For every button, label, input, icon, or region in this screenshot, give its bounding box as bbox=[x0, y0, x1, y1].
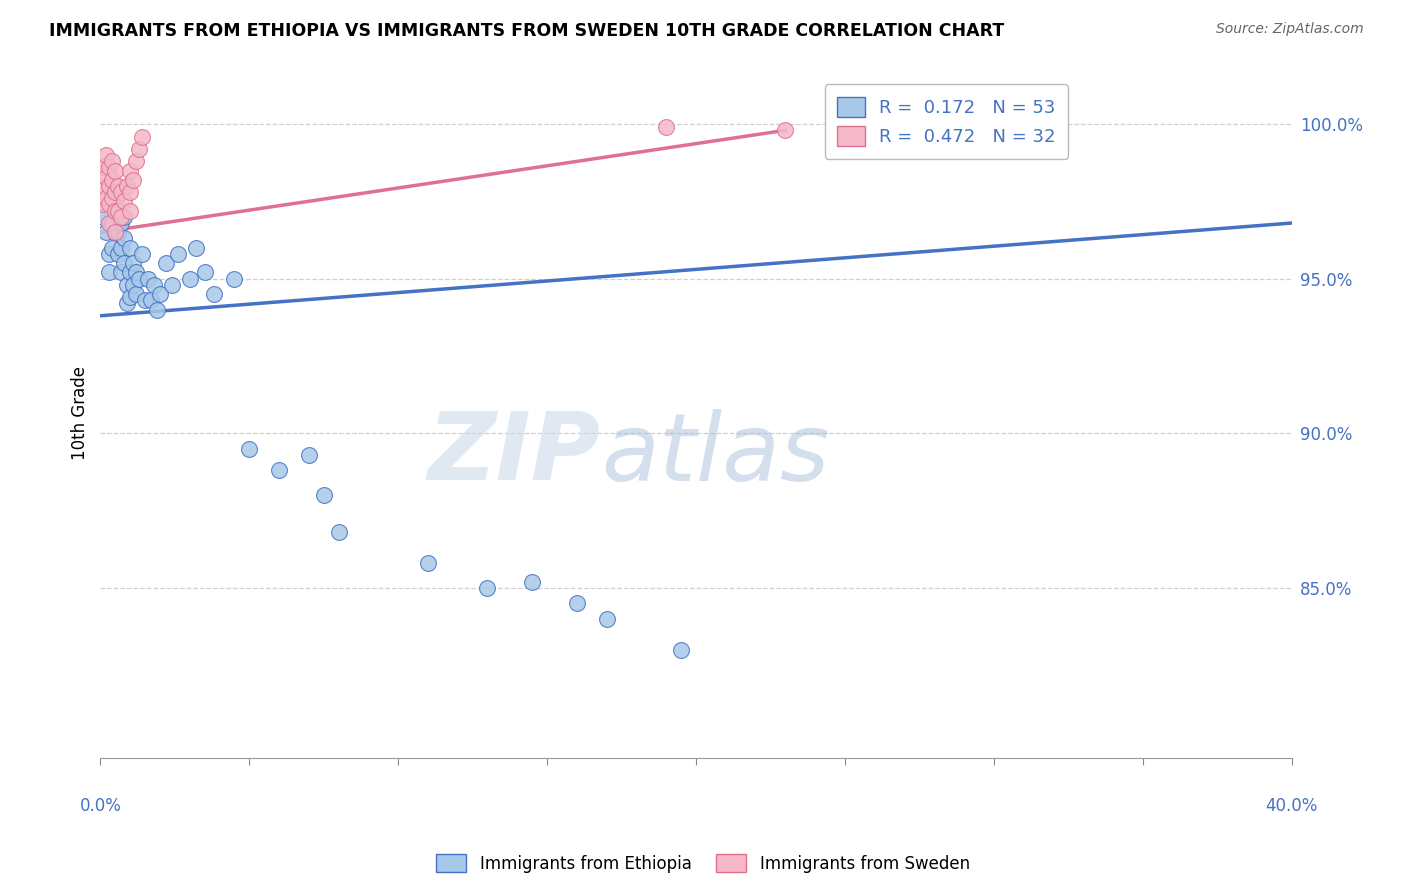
Point bbox=[595, 612, 617, 626]
Legend: R =  0.172   N = 53, R =  0.472   N = 32: R = 0.172 N = 53, R = 0.472 N = 32 bbox=[825, 85, 1069, 159]
Point bbox=[91, 210, 114, 224]
Point bbox=[91, 178, 114, 193]
Point bbox=[98, 247, 121, 261]
Point bbox=[122, 277, 145, 292]
Point bbox=[184, 241, 207, 255]
Point bbox=[120, 265, 142, 279]
Point bbox=[104, 225, 127, 239]
Point bbox=[194, 265, 217, 279]
Point bbox=[122, 256, 145, 270]
Point bbox=[565, 596, 588, 610]
Point bbox=[91, 161, 114, 175]
Point bbox=[110, 185, 132, 199]
Point bbox=[125, 265, 148, 279]
Point bbox=[146, 302, 169, 317]
Point bbox=[98, 216, 121, 230]
Point bbox=[142, 277, 165, 292]
Point bbox=[128, 142, 150, 156]
Point bbox=[120, 163, 142, 178]
Text: 0.0%: 0.0% bbox=[79, 797, 121, 814]
Point bbox=[101, 216, 124, 230]
Point bbox=[98, 197, 121, 211]
Point bbox=[128, 271, 150, 285]
Point bbox=[104, 185, 127, 199]
Point bbox=[120, 185, 142, 199]
Point bbox=[96, 191, 118, 205]
Point bbox=[104, 194, 127, 209]
Point bbox=[149, 287, 172, 301]
Point bbox=[120, 203, 142, 218]
Point bbox=[98, 265, 121, 279]
Point bbox=[131, 247, 153, 261]
Point bbox=[202, 287, 225, 301]
Point bbox=[139, 293, 162, 308]
Point bbox=[416, 556, 439, 570]
Point bbox=[104, 225, 127, 239]
Text: IMMIGRANTS FROM ETHIOPIA VS IMMIGRANTS FROM SWEDEN 10TH GRADE CORRELATION CHART: IMMIGRANTS FROM ETHIOPIA VS IMMIGRANTS F… bbox=[49, 22, 1004, 40]
Point bbox=[112, 210, 135, 224]
Point bbox=[110, 216, 132, 230]
Y-axis label: 10th Grade: 10th Grade bbox=[72, 366, 89, 460]
Point bbox=[107, 203, 129, 218]
Point bbox=[224, 271, 246, 285]
Text: atlas: atlas bbox=[600, 409, 830, 500]
Point bbox=[101, 191, 124, 205]
Point bbox=[101, 154, 124, 169]
Point bbox=[328, 524, 350, 539]
Point bbox=[131, 129, 153, 144]
Point bbox=[104, 163, 127, 178]
Point bbox=[96, 225, 118, 239]
Point bbox=[107, 178, 129, 193]
Point bbox=[107, 225, 129, 239]
Point bbox=[107, 247, 129, 261]
Point bbox=[112, 256, 135, 270]
Point bbox=[96, 148, 118, 162]
Point bbox=[115, 178, 138, 193]
Point bbox=[98, 178, 121, 193]
Point bbox=[96, 169, 118, 184]
Point bbox=[91, 197, 114, 211]
Text: Source: ZipAtlas.com: Source: ZipAtlas.com bbox=[1216, 22, 1364, 37]
Point bbox=[125, 154, 148, 169]
Point bbox=[110, 241, 132, 255]
Point bbox=[98, 161, 121, 175]
Point bbox=[112, 194, 135, 209]
Point bbox=[115, 277, 138, 292]
Point bbox=[477, 581, 499, 595]
Point bbox=[110, 265, 132, 279]
Point bbox=[160, 277, 183, 292]
Point bbox=[136, 271, 159, 285]
Text: 40.0%: 40.0% bbox=[1265, 797, 1317, 814]
Point bbox=[179, 271, 201, 285]
Point bbox=[122, 173, 145, 187]
Point bbox=[520, 574, 543, 589]
Legend: Immigrants from Ethiopia, Immigrants from Sweden: Immigrants from Ethiopia, Immigrants fro… bbox=[429, 847, 977, 880]
Point bbox=[775, 123, 797, 137]
Point bbox=[312, 488, 335, 502]
Point bbox=[125, 287, 148, 301]
Point bbox=[238, 442, 260, 456]
Point bbox=[655, 120, 678, 135]
Point bbox=[120, 241, 142, 255]
Point bbox=[101, 173, 124, 187]
Point bbox=[669, 642, 692, 657]
Point bbox=[155, 256, 177, 270]
Point bbox=[112, 231, 135, 245]
Point bbox=[110, 210, 132, 224]
Point bbox=[134, 293, 156, 308]
Text: ZIP: ZIP bbox=[427, 409, 600, 500]
Point bbox=[120, 290, 142, 304]
Point bbox=[267, 463, 290, 477]
Point bbox=[298, 448, 321, 462]
Point bbox=[107, 203, 129, 218]
Point bbox=[166, 247, 188, 261]
Point bbox=[115, 296, 138, 310]
Point bbox=[101, 241, 124, 255]
Point bbox=[104, 203, 127, 218]
